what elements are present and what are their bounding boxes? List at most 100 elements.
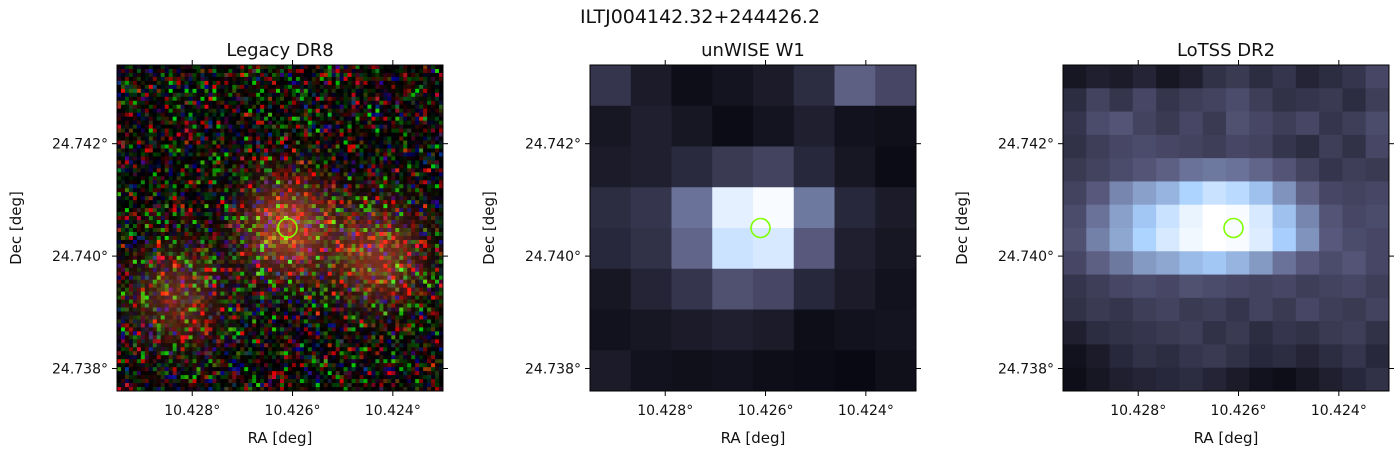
image-cell bbox=[120, 144, 126, 149]
image-cell bbox=[192, 80, 197, 86]
image-cell bbox=[331, 120, 337, 125]
image-cell bbox=[411, 152, 416, 157]
image-cell bbox=[200, 80, 205, 86]
image-cell bbox=[188, 188, 193, 193]
image-cell bbox=[311, 291, 317, 296]
image-cell bbox=[363, 100, 368, 106]
image-cell bbox=[375, 160, 380, 165]
image-cell bbox=[220, 172, 225, 177]
image-cell bbox=[152, 140, 158, 145]
image-cell bbox=[311, 295, 317, 300]
image-cell bbox=[407, 124, 412, 129]
image-cell bbox=[200, 263, 205, 269]
image-cell bbox=[212, 216, 217, 221]
image-cell bbox=[359, 76, 364, 82]
image-cell bbox=[423, 267, 428, 273]
image-cell bbox=[168, 76, 174, 82]
image-cell bbox=[435, 136, 440, 141]
image-cell bbox=[200, 231, 205, 237]
image-cell bbox=[212, 68, 217, 74]
image-cell bbox=[355, 220, 360, 225]
image-cell bbox=[180, 208, 185, 213]
image-cell bbox=[204, 263, 209, 269]
image-cell bbox=[331, 216, 337, 221]
image-cell bbox=[252, 168, 257, 173]
image-cell bbox=[375, 116, 380, 122]
image-cell bbox=[156, 255, 162, 261]
image-cell bbox=[208, 88, 213, 94]
image-cell bbox=[311, 196, 317, 201]
image-cell bbox=[295, 279, 301, 285]
image-cell bbox=[367, 291, 372, 296]
image-cell bbox=[128, 247, 134, 253]
image-cell bbox=[252, 255, 257, 261]
image-cell bbox=[403, 291, 408, 296]
image-cell bbox=[232, 172, 237, 177]
image-cell bbox=[387, 283, 392, 288]
image-cell bbox=[136, 267, 142, 273]
image-cell bbox=[188, 235, 193, 241]
image-cell bbox=[299, 168, 305, 173]
image-cell bbox=[419, 184, 424, 189]
image-cell bbox=[244, 259, 249, 265]
image-cell bbox=[423, 176, 428, 181]
image-cell bbox=[415, 239, 420, 245]
image-cell bbox=[427, 239, 432, 245]
image-cell bbox=[387, 144, 392, 149]
image-cell bbox=[363, 283, 368, 288]
image-cell bbox=[172, 160, 177, 165]
image-cell bbox=[216, 212, 221, 217]
image-cell bbox=[192, 216, 197, 221]
image-cell bbox=[248, 124, 253, 129]
image-cell bbox=[280, 68, 285, 74]
image-cell bbox=[399, 200, 404, 205]
image-cell bbox=[264, 172, 269, 177]
image-cell bbox=[311, 271, 317, 277]
image-cell bbox=[323, 140, 329, 145]
image-cell bbox=[280, 291, 285, 296]
image-cell bbox=[339, 140, 344, 145]
image-cell bbox=[387, 76, 392, 82]
image-cell bbox=[152, 216, 158, 221]
image-cell bbox=[152, 228, 158, 233]
image-cell bbox=[268, 295, 273, 300]
image-cell bbox=[260, 144, 265, 149]
image-cell bbox=[359, 148, 364, 153]
image-cell bbox=[204, 104, 209, 110]
image-cell bbox=[148, 295, 154, 300]
image-cell bbox=[299, 295, 305, 300]
image-cell bbox=[152, 235, 158, 241]
image-cell bbox=[315, 291, 321, 296]
image-cell bbox=[327, 144, 333, 149]
image-cell bbox=[200, 247, 205, 253]
image-cell bbox=[435, 112, 440, 118]
image-cell bbox=[391, 283, 396, 288]
image-cell bbox=[291, 303, 297, 308]
image-cell bbox=[156, 148, 162, 153]
image-cell bbox=[331, 80, 337, 86]
image-cell bbox=[387, 216, 392, 221]
image-cell bbox=[160, 136, 166, 141]
image-cell bbox=[391, 100, 396, 106]
image-cell bbox=[168, 235, 174, 241]
image-cell bbox=[224, 172, 229, 177]
image-cell bbox=[200, 303, 205, 308]
image-cell bbox=[415, 144, 420, 149]
image-cell bbox=[355, 224, 360, 229]
image-cell bbox=[303, 287, 309, 292]
image-cell bbox=[164, 104, 170, 110]
image-cell bbox=[303, 220, 309, 225]
image-cell bbox=[200, 108, 205, 114]
image-cell bbox=[411, 247, 416, 253]
image-cell bbox=[375, 299, 380, 304]
image-cell bbox=[335, 263, 340, 269]
image-cell bbox=[399, 65, 404, 70]
image-cell bbox=[220, 212, 225, 217]
image-cell bbox=[220, 299, 225, 304]
image-cell bbox=[216, 216, 221, 221]
image-cell bbox=[359, 200, 364, 205]
image-cell bbox=[280, 156, 285, 161]
image-cell bbox=[399, 259, 404, 265]
image-cell bbox=[164, 192, 170, 197]
image-cell bbox=[188, 287, 193, 292]
